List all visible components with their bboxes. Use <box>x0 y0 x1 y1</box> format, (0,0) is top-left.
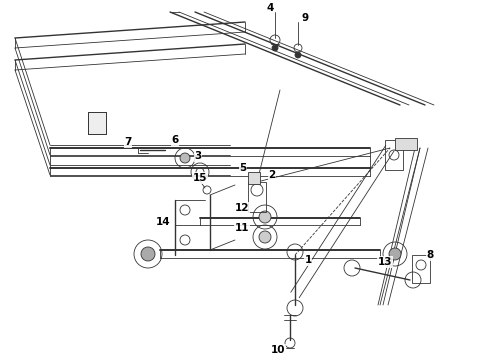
Text: 10: 10 <box>271 345 285 355</box>
Text: 2: 2 <box>269 170 275 180</box>
Text: 4: 4 <box>266 3 274 13</box>
Bar <box>395 138 417 150</box>
Text: 5: 5 <box>240 163 246 173</box>
Text: 7: 7 <box>124 137 132 147</box>
Circle shape <box>295 52 301 58</box>
Bar <box>248 172 260 184</box>
Text: 15: 15 <box>193 173 207 183</box>
Text: 11: 11 <box>235 223 249 233</box>
Bar <box>248 182 266 212</box>
Circle shape <box>272 45 278 51</box>
Text: 14: 14 <box>156 217 171 227</box>
Circle shape <box>389 248 401 260</box>
Circle shape <box>259 231 271 243</box>
Text: 12: 12 <box>235 203 249 213</box>
Bar <box>385 140 403 170</box>
Text: 3: 3 <box>195 151 201 161</box>
Bar <box>88 112 106 134</box>
Circle shape <box>180 153 190 163</box>
Circle shape <box>259 211 271 223</box>
Bar <box>88 112 106 134</box>
Circle shape <box>141 247 155 261</box>
Text: 8: 8 <box>426 250 434 260</box>
Text: 9: 9 <box>301 13 309 23</box>
Text: 1: 1 <box>304 255 312 265</box>
Text: 6: 6 <box>172 135 179 145</box>
Text: 13: 13 <box>378 257 392 267</box>
Bar <box>412 255 430 283</box>
